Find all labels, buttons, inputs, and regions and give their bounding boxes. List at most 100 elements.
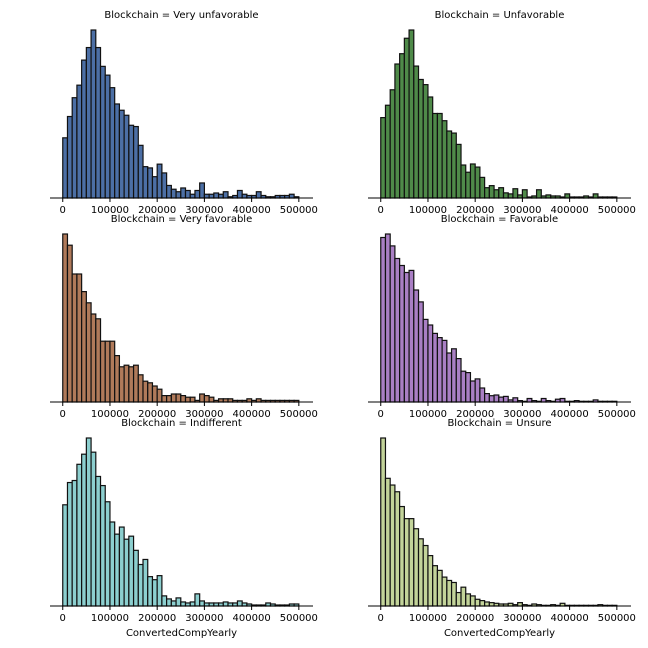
- histogram-bar: [95, 475, 102, 607]
- histogram-bar: [151, 385, 158, 403]
- histogram-bar: [417, 78, 424, 199]
- histogram-bar: [166, 598, 172, 607]
- histogram-bar: [460, 164, 467, 199]
- x-tick-label: 0: [60, 409, 66, 420]
- histogram-bar: [493, 189, 500, 199]
- histogram-bar: [123, 538, 130, 607]
- histogram-bar: [394, 491, 401, 607]
- x-tick-label: 0: [60, 613, 66, 624]
- histogram-bar: [493, 394, 500, 403]
- x-tick-label: 200000: [138, 613, 176, 624]
- histogram-bar: [446, 352, 453, 403]
- histogram-bar: [441, 576, 448, 607]
- histogram-bar: [389, 245, 396, 403]
- histogram-bar: [213, 192, 220, 199]
- histogram-bar: [455, 143, 462, 199]
- histogram-bar: [479, 176, 486, 199]
- histogram-bar: [147, 167, 154, 199]
- histogram-bar: [137, 374, 144, 403]
- histogram-bar: [469, 380, 476, 403]
- histogram-bar: [436, 569, 443, 607]
- histogram-bar: [95, 318, 102, 403]
- facet-panel: 0 100000 200000 300000 400000 500000 Blockchai…: [368, 418, 636, 639]
- histogram-bar: [175, 393, 182, 403]
- x-tick-label: 100000: [409, 409, 447, 420]
- histogram-bar: [380, 437, 387, 607]
- histogram-bar: [156, 388, 163, 403]
- histogram-bar: [465, 593, 472, 607]
- histogram-bar: [222, 601, 229, 607]
- histogram-bar: [535, 189, 542, 199]
- histogram-bar: [413, 65, 420, 199]
- histogram-bar: [460, 586, 467, 607]
- histogram-bar: [422, 318, 429, 403]
- x-axis-label: ConvertedCompYearly: [126, 628, 237, 639]
- x-tick-label: 0: [378, 409, 384, 420]
- histogram-bar: [66, 481, 73, 607]
- facet-title: Blockchain = Very unfavorable: [104, 10, 258, 21]
- histogram-bar: [526, 397, 533, 403]
- histogram-bar: [592, 193, 599, 199]
- x-tick-label: 300000: [185, 613, 223, 624]
- histogram-bar: [455, 591, 462, 607]
- x-tick-label: 0: [378, 205, 384, 216]
- histogram-bar: [488, 185, 495, 199]
- histogram-bar: [85, 46, 92, 199]
- histogram-bar: [118, 109, 125, 199]
- histogram-bar: [76, 463, 83, 607]
- histogram-bar: [450, 581, 457, 607]
- histogram-bar: [128, 124, 135, 199]
- histogram-bar: [446, 579, 453, 607]
- histogram-bar: [128, 366, 135, 403]
- histogram-bar: [502, 192, 509, 199]
- histogram-bar: [118, 366, 125, 403]
- histogram-bar: [170, 393, 177, 403]
- histogram-bar: [161, 172, 168, 199]
- histogram-bar: [208, 193, 215, 199]
- histogram-bar: [441, 339, 448, 403]
- histogram-bar: [413, 289, 420, 403]
- histogram-bar: [161, 595, 168, 607]
- histogram-bar: [184, 396, 191, 403]
- x-tick-label: 400000: [551, 205, 589, 216]
- histogram-bar: [417, 538, 424, 607]
- facet-panel: 0 100000 200000 300000 400000 500000 Blockchai…: [50, 10, 318, 216]
- histogram-bar: [512, 188, 519, 199]
- x-tick-label: 300000: [185, 205, 223, 216]
- histogram-bar: [517, 602, 523, 607]
- histogram-bar: [399, 264, 405, 403]
- histogram-bar: [479, 387, 486, 403]
- histogram-bar: [156, 575, 163, 607]
- histogram-bar: [151, 176, 158, 199]
- histogram-bar: [66, 115, 73, 199]
- histogram-bar: [118, 526, 125, 607]
- x-tick-label: 300000: [503, 205, 541, 216]
- histogram-bar: [62, 504, 69, 607]
- histogram-bar: [156, 163, 163, 199]
- histogram-bar: [488, 395, 495, 403]
- histogram-bar: [147, 382, 154, 403]
- x-tick-label: 0: [378, 613, 384, 624]
- histogram-bar: [432, 332, 439, 403]
- histogram-bar: [175, 191, 182, 199]
- histogram-bar: [394, 257, 401, 403]
- x-tick-label: 100000: [91, 613, 129, 624]
- histogram-bar: [455, 358, 462, 403]
- histogram-bar: [484, 601, 490, 607]
- histogram-bar: [236, 189, 243, 199]
- histogram-bar: [189, 193, 196, 199]
- histogram-bar: [203, 193, 210, 199]
- histogram-bar: [403, 37, 410, 199]
- x-tick-label: 200000: [456, 409, 494, 420]
- x-tick-label: 400000: [233, 409, 271, 420]
- histogram-bar: [90, 451, 97, 607]
- histogram-bar: [436, 112, 443, 199]
- histogram-bar: [403, 271, 410, 403]
- x-tick-label: 100000: [91, 409, 129, 420]
- histogram-bar: [123, 114, 130, 199]
- histogram-bar: [123, 364, 130, 403]
- histogram-bar: [417, 301, 424, 403]
- histogram-bar: [498, 396, 505, 403]
- histogram-bar: [147, 576, 154, 607]
- histogram-bar: [142, 166, 149, 199]
